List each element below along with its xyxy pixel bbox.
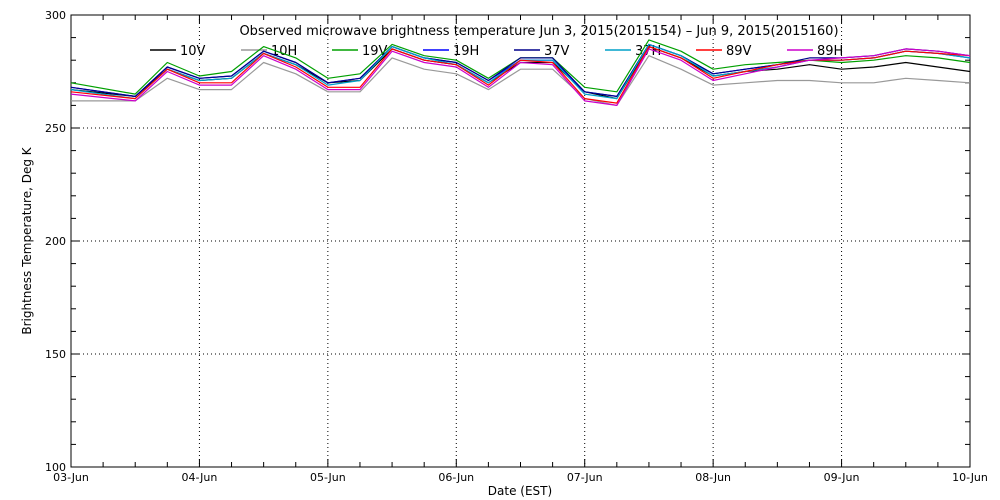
legend: 10V 10H 19V 19H 37V 37H 89V 89H [150,44,843,59]
chart-title: Observed microwave brightness temperatur… [239,24,838,39]
y-tick-label: 150 [45,348,66,361]
legend-label: 19V [362,44,388,59]
legend-label: 19H [453,44,479,59]
series-line-37v [70,43,971,98]
gridlines [71,15,970,467]
axis-ticks: 100 150 200 250 300 03-Jun 04-Jun 05-Jun 06-Jun 0… [45,9,988,484]
legend-label: 10V [180,44,206,59]
legend-label: 10H [271,44,297,59]
x-axis-label: Date (EST) [488,484,552,498]
legend-label: 89H [817,44,843,59]
x-tick-label: 05-Jun [310,471,346,484]
series-line-89h [70,48,971,107]
data-series [70,39,971,107]
x-tick-label: 09-Jun [824,471,860,484]
y-tick-label: 100 [45,461,66,474]
series-line-10h [71,55,971,107]
x-tick-label: 08-Jun [695,471,731,484]
y-axis-label: Brightness Temperature, Deg K [20,146,34,334]
y-tick-label: 300 [45,9,66,22]
y-tick-label: 200 [45,235,66,248]
x-tick-label: 04-Jun [182,471,218,484]
series-line-89v [70,45,971,104]
x-tick-label: 03-Jun [53,471,89,484]
x-tick-label: 07-Jun [567,471,603,484]
y-tick-label: 250 [45,122,66,135]
legend-label: 37V [544,44,570,59]
x-tick-label: 10-Jun [952,471,988,484]
x-tick-label: 06-Jun [438,471,474,484]
legend-label: 89V [726,44,752,59]
